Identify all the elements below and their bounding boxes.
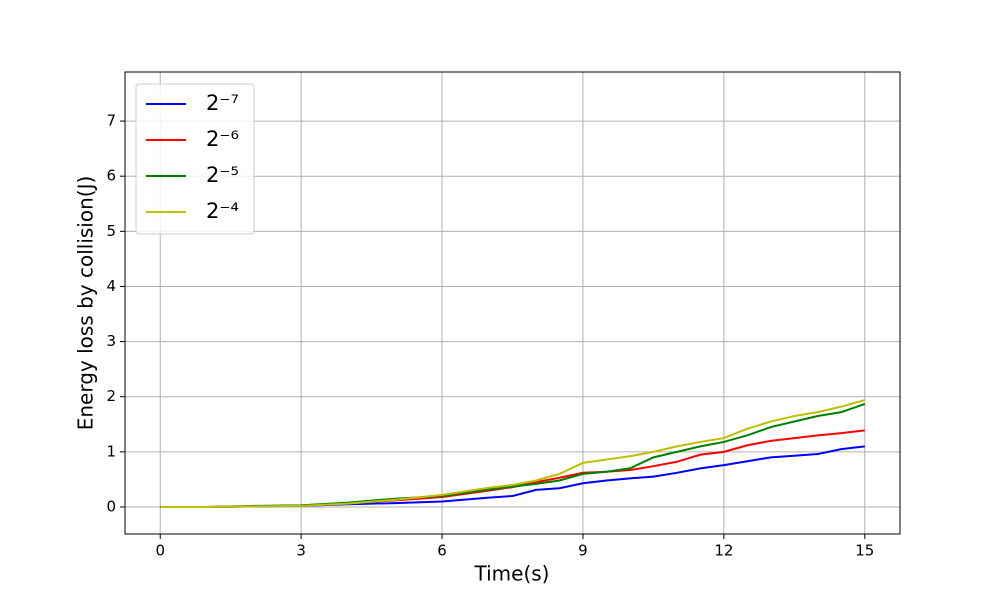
plot-frame: [124, 71, 901, 535]
series-line: [160, 445, 865, 508]
x-tick-label: 0: [155, 542, 165, 560]
legend-label: 2⁻⁷: [206, 91, 239, 115]
x-tick-label: 3: [296, 542, 306, 560]
legend-label: 2⁻⁵: [206, 163, 239, 187]
y-tick-label: 1: [106, 442, 116, 460]
x-tick-label: 6: [437, 542, 447, 560]
y-axis-label: Energy loss by collision(J): [74, 176, 98, 431]
y-tick-label: 3: [106, 332, 116, 350]
y-tick-label: 2: [106, 387, 116, 405]
y-tick-label: 0: [106, 497, 116, 515]
x-tick-label: 15: [855, 542, 874, 560]
legend-label: 2⁻⁶: [206, 127, 239, 151]
y-tick-label: 7: [106, 112, 116, 130]
x-tick-label: 9: [578, 542, 588, 560]
series-line: [160, 402, 866, 508]
legend-label: 2⁻⁴: [206, 199, 239, 223]
series-line: [160, 399, 866, 508]
x-axis-label: Time(s): [474, 562, 550, 586]
legend-box: [135, 83, 255, 235]
y-tick-label: 5: [106, 222, 116, 240]
x-tick-label: 12: [714, 542, 733, 560]
y-tick-label: 4: [106, 277, 116, 295]
y-tick-label: 6: [106, 167, 116, 185]
